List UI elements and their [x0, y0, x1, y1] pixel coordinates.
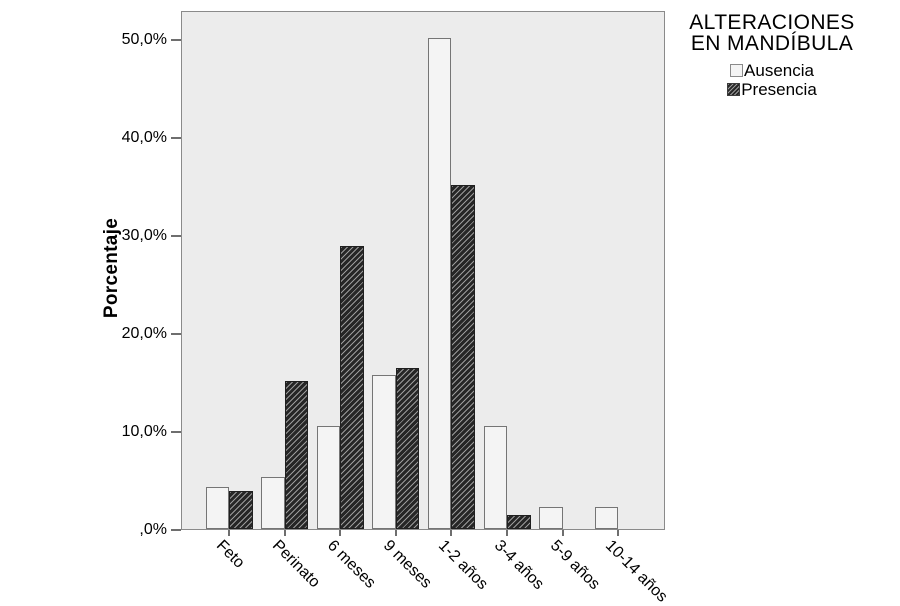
- y-tick: [171, 39, 181, 41]
- bar-ausencia-10-14-años: [594, 507, 619, 529]
- plot-area: [181, 11, 665, 530]
- y-tick: [171, 333, 181, 335]
- x-tick-label: Feto: [212, 537, 248, 572]
- bar-presencia-9-meses: [395, 368, 420, 529]
- y-tick: [171, 431, 181, 433]
- y-tick-label: 30,0%: [121, 227, 167, 244]
- bar-ausencia-3-4-años: [483, 426, 507, 529]
- x-tick-label: 5-9 años: [546, 537, 603, 594]
- legend-title-line-1: ALTERACIONES: [689, 11, 855, 34]
- x-tick-label: 3-4 años: [490, 537, 548, 594]
- legend-item-label: Presencia: [741, 80, 817, 99]
- bar-ausencia-5-9-años: [539, 507, 563, 529]
- bar-ausencia-9-meses: [372, 375, 396, 529]
- x-tick: [228, 530, 230, 536]
- legend-items: Ausencia Presencia: [646, 61, 898, 99]
- legend-swatch-presencia-icon: [727, 83, 741, 96]
- x-tick-label: 10-14 años: [602, 537, 671, 606]
- x-tick-label: 1-2 años: [435, 537, 492, 594]
- bar-ausencia-feto: [205, 486, 229, 529]
- x-tick-label: 9 meses: [379, 537, 435, 592]
- chart-canvas: Porcentaje ,0% 10,0% 20,0% 30,0% 40,0% 50,0% …: [101, 11, 898, 606]
- x-tick: [283, 530, 286, 536]
- y-tick-label: 10,0%: [121, 423, 167, 440]
- legend-title-line-2: EN MANDÍBULA: [690, 32, 854, 55]
- x-tick: [617, 530, 620, 536]
- x-tick-label: 6 meses: [324, 537, 379, 592]
- y-tick-label: 40,0%: [121, 129, 167, 146]
- y-tick-label: 50,0%: [121, 31, 167, 48]
- legend-item-label: Ausencia: [744, 61, 814, 80]
- bar-presencia-feto: [229, 490, 253, 529]
- bar-presencia-6-meses: [340, 245, 364, 529]
- legend: ALTERACIONES EN MANDÍBULA Ausencia Presen…: [646, 12, 898, 99]
- legend-swatch-ausencia-icon: [730, 64, 744, 77]
- x-tick: [506, 530, 508, 536]
- bar-presencia-3-4-años: [507, 515, 531, 529]
- legend-item-presencia: Presencia: [646, 80, 898, 99]
- x-tick: [339, 530, 342, 536]
- y-tick-label: ,0%: [139, 521, 167, 538]
- legend-item-ausencia: Ausencia: [646, 61, 898, 80]
- bar-ausencia-6-meses: [316, 426, 341, 529]
- bar-ausencia-perinato: [261, 477, 285, 529]
- x-tick: [561, 530, 564, 536]
- x-tick-label: Perinato: [268, 537, 323, 592]
- y-tick: [171, 529, 181, 531]
- bar-ausencia-1-2-años: [427, 38, 452, 529]
- y-tick-label: 20,0%: [121, 325, 167, 342]
- legend-title: ALTERACIONES EN MANDÍBULA: [646, 12, 898, 54]
- bar-presencia-perinato: [284, 381, 309, 529]
- bar-presencia-1-2-años: [451, 185, 475, 529]
- y-tick: [171, 235, 181, 237]
- x-tick: [394, 530, 397, 536]
- y-tick: [171, 137, 181, 139]
- x-tick: [450, 530, 453, 536]
